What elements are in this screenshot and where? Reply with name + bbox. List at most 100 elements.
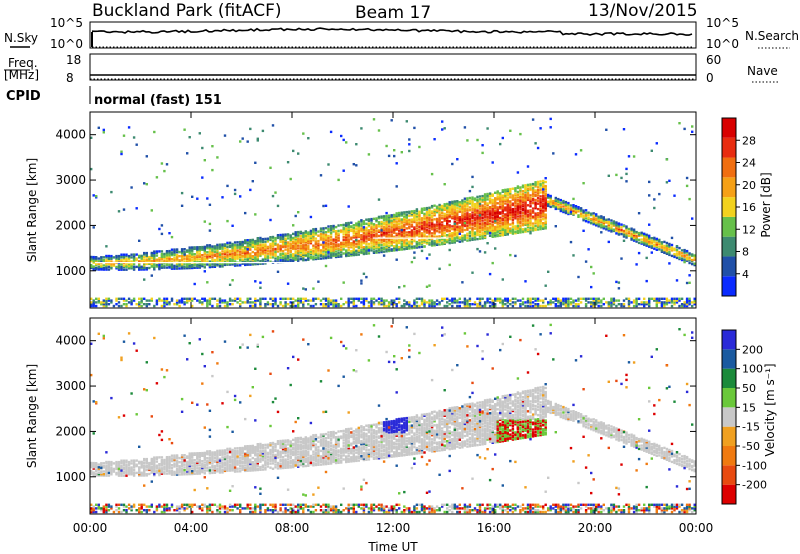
power-cell bbox=[365, 249, 368, 253]
power-cell bbox=[324, 233, 328, 237]
power-cell bbox=[478, 218, 482, 221]
power-cell bbox=[274, 297, 277, 300]
power-cell bbox=[582, 219, 585, 222]
power-cell bbox=[428, 212, 431, 215]
power-cell bbox=[347, 238, 350, 241]
power-cell bbox=[516, 219, 520, 222]
power-cell bbox=[435, 239, 439, 242]
power-cell bbox=[170, 266, 174, 269]
power-cell bbox=[536, 304, 540, 308]
power-cell bbox=[90, 258, 93, 261]
power-cell bbox=[456, 204, 459, 207]
power-cell bbox=[534, 185, 537, 188]
velocity-cell bbox=[148, 464, 151, 467]
velocity-cell bbox=[153, 461, 156, 465]
power-cell bbox=[473, 224, 477, 227]
power-cell bbox=[443, 215, 446, 218]
power-cell bbox=[413, 301, 416, 304]
power-cell bbox=[627, 303, 631, 306]
power-cell bbox=[524, 280, 527, 283]
power-cell bbox=[117, 267, 121, 270]
power-cell bbox=[362, 301, 366, 304]
power-cell bbox=[549, 303, 552, 306]
power-cell bbox=[198, 258, 201, 261]
power-cell bbox=[456, 216, 459, 219]
power-cell bbox=[254, 239, 257, 243]
power-cell bbox=[307, 253, 310, 256]
power-cell bbox=[617, 287, 621, 290]
power-cell bbox=[435, 303, 439, 306]
velocity-cell bbox=[153, 456, 156, 459]
power-cell bbox=[554, 207, 557, 211]
power-cell bbox=[365, 299, 368, 302]
power-cell bbox=[514, 188, 517, 191]
power-cell bbox=[486, 215, 489, 219]
power-cell bbox=[264, 303, 267, 306]
power-cell bbox=[635, 303, 638, 306]
power-cell bbox=[143, 266, 146, 270]
power-cell bbox=[191, 265, 194, 268]
power-cell bbox=[483, 212, 487, 215]
power-cell bbox=[567, 299, 570, 302]
power-cell bbox=[239, 258, 242, 261]
power-cell bbox=[183, 303, 186, 306]
power-cell bbox=[334, 240, 338, 244]
power-cell bbox=[554, 303, 557, 306]
power-cell bbox=[107, 254, 111, 258]
power-cell bbox=[478, 222, 482, 225]
power-cell bbox=[640, 232, 643, 236]
power-cell bbox=[180, 252, 184, 255]
power-cell bbox=[377, 247, 381, 250]
power-cell bbox=[132, 260, 136, 263]
power-cell bbox=[481, 207, 484, 210]
power-cell bbox=[420, 297, 424, 300]
power-cell bbox=[499, 224, 502, 228]
power-cell bbox=[408, 244, 411, 247]
power-cell bbox=[292, 224, 295, 227]
power-cell bbox=[150, 257, 153, 260]
power-cell bbox=[153, 254, 156, 257]
power-cell bbox=[319, 253, 323, 256]
power-cell bbox=[534, 216, 537, 219]
power-cell bbox=[211, 250, 214, 254]
power-cell bbox=[213, 247, 217, 251]
power-cell bbox=[534, 227, 537, 230]
power-cell bbox=[453, 220, 456, 224]
power-cell bbox=[607, 221, 610, 224]
power-cell bbox=[688, 259, 691, 262]
power-cell bbox=[539, 191, 542, 194]
power-cell bbox=[458, 218, 461, 222]
power-cell bbox=[451, 202, 454, 205]
velocity-cell bbox=[127, 466, 131, 469]
power-cell bbox=[572, 209, 575, 212]
power-cell bbox=[324, 264, 328, 268]
power-cell bbox=[256, 258, 259, 262]
power-cell bbox=[529, 196, 532, 200]
power-cell bbox=[398, 236, 401, 239]
power-cell bbox=[254, 258, 257, 262]
power-cell bbox=[453, 231, 456, 234]
velocity-cell bbox=[132, 464, 136, 468]
power-cell bbox=[334, 232, 338, 236]
power-cell bbox=[536, 183, 540, 186]
power-cell bbox=[481, 235, 484, 239]
power-cell bbox=[494, 206, 497, 209]
power-cell bbox=[521, 204, 525, 208]
power-cell bbox=[408, 221, 411, 224]
power-cell bbox=[228, 244, 232, 248]
power-cell bbox=[605, 128, 608, 131]
power-cell bbox=[203, 263, 206, 266]
power-cell bbox=[340, 243, 343, 246]
power-cell bbox=[286, 259, 290, 262]
velocity-cell bbox=[138, 462, 141, 465]
power-cell bbox=[506, 212, 509, 216]
power-cell bbox=[127, 297, 131, 300]
power-cell bbox=[645, 240, 648, 243]
power-cell bbox=[509, 216, 512, 219]
power-cell bbox=[524, 212, 527, 216]
power-cell bbox=[466, 239, 469, 242]
power-cell bbox=[228, 303, 232, 306]
power-cell bbox=[514, 199, 517, 202]
power-cell bbox=[645, 244, 648, 247]
